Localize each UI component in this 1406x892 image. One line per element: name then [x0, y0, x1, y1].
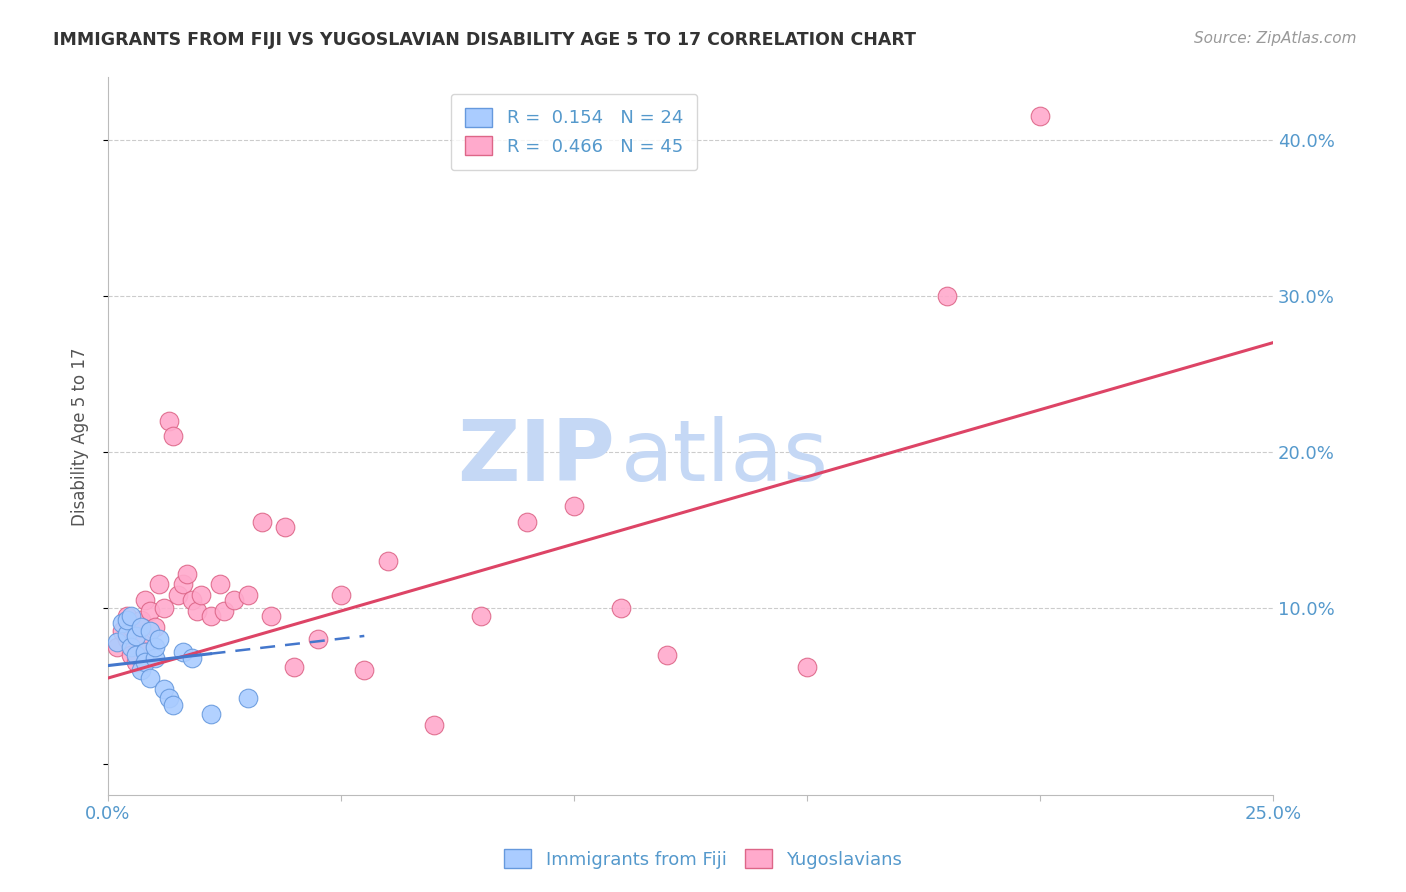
Point: [377, 554, 399, 568]
Point: [111, 616, 134, 631]
Point: [134, 656, 156, 670]
Point: [148, 632, 170, 646]
Point: [330, 588, 353, 602]
Point: [105, 640, 128, 654]
Point: [129, 619, 152, 633]
Legend: R =  0.154   N = 24, R =  0.466   N = 45: R = 0.154 N = 24, R = 0.466 N = 45: [450, 94, 697, 170]
Point: [157, 691, 180, 706]
Point: [180, 650, 202, 665]
Point: [796, 660, 818, 674]
Point: [470, 608, 492, 623]
Point: [139, 671, 162, 685]
Point: [186, 604, 208, 618]
Point: [111, 624, 134, 639]
Point: [423, 718, 446, 732]
Point: [148, 577, 170, 591]
Point: [120, 619, 142, 633]
Point: [180, 593, 202, 607]
Point: [120, 648, 142, 662]
Point: [353, 663, 375, 677]
Point: [120, 608, 142, 623]
Point: [143, 640, 166, 654]
Point: [307, 632, 329, 646]
Point: [250, 515, 273, 529]
Point: [214, 604, 236, 618]
Point: [236, 588, 259, 602]
Point: [129, 613, 152, 627]
Point: [162, 698, 184, 712]
Point: [172, 577, 194, 591]
Point: [153, 600, 176, 615]
Text: Source: ZipAtlas.com: Source: ZipAtlas.com: [1194, 31, 1357, 46]
Point: [134, 593, 156, 607]
Point: [167, 588, 190, 602]
Point: [516, 515, 538, 529]
Point: [125, 648, 148, 662]
Point: [115, 632, 138, 646]
Point: [176, 566, 198, 581]
Point: [657, 648, 679, 662]
Point: [139, 604, 162, 618]
Point: [274, 520, 297, 534]
Point: [153, 681, 176, 696]
Point: [935, 289, 957, 303]
Point: [129, 663, 152, 677]
Point: [143, 650, 166, 665]
Point: [162, 429, 184, 443]
Point: [125, 656, 148, 670]
Point: [120, 640, 142, 654]
Point: [260, 608, 283, 623]
Text: atlas: atlas: [620, 417, 828, 500]
Point: [222, 593, 245, 607]
Point: [143, 619, 166, 633]
Point: [190, 588, 212, 602]
Point: [208, 577, 231, 591]
Point: [134, 644, 156, 658]
Legend: Immigrants from Fiji, Yugoslavians: Immigrants from Fiji, Yugoslavians: [496, 842, 910, 876]
Point: [609, 600, 631, 615]
Point: [115, 608, 138, 623]
Point: [139, 624, 162, 639]
Point: [283, 660, 305, 674]
Point: [134, 644, 156, 658]
Point: [1029, 110, 1052, 124]
Point: [236, 691, 259, 706]
Point: [157, 414, 180, 428]
Point: [105, 635, 128, 649]
Y-axis label: Disability Age 5 to 17: Disability Age 5 to 17: [72, 347, 89, 525]
Text: ZIP: ZIP: [457, 417, 614, 500]
Point: [115, 627, 138, 641]
Point: [125, 629, 148, 643]
Text: IMMIGRANTS FROM FIJI VS YUGOSLAVIAN DISABILITY AGE 5 TO 17 CORRELATION CHART: IMMIGRANTS FROM FIJI VS YUGOSLAVIAN DISA…: [53, 31, 917, 49]
Point: [200, 706, 222, 721]
Point: [129, 635, 152, 649]
Point: [562, 500, 585, 514]
Point: [115, 613, 138, 627]
Point: [172, 644, 194, 658]
Point: [200, 608, 222, 623]
